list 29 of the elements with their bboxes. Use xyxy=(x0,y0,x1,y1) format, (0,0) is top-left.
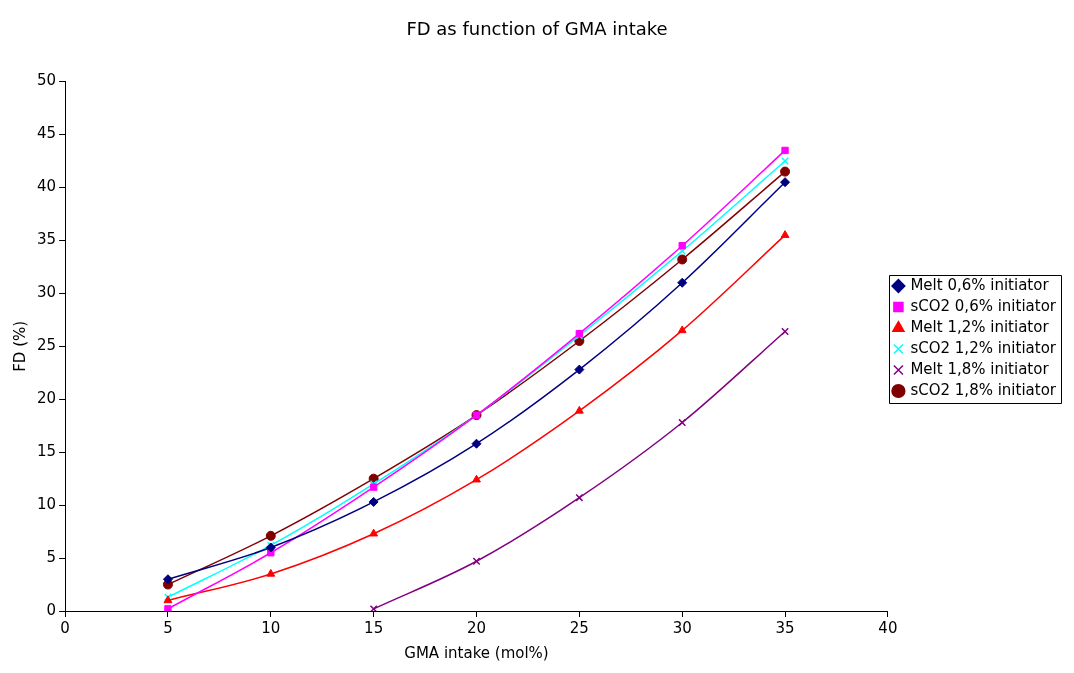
y-tick-label: 15 xyxy=(36,442,57,461)
chart-title: FD as function of GMA intake xyxy=(406,18,668,40)
x-tick-label: 25 xyxy=(569,618,589,637)
y-tick-label: 40 xyxy=(36,177,57,196)
legend-label: sCO2 0,6% initiator xyxy=(910,296,1057,315)
x-tick-label: 40 xyxy=(878,618,898,637)
legend-label: Melt 1,8% initiator xyxy=(910,359,1050,378)
x-tick-label: 10 xyxy=(261,618,281,637)
x-axis-title: GMA intake (mol%) xyxy=(404,643,549,662)
legend-label: Melt 0,6% initiator xyxy=(910,275,1050,294)
y-tick-label: 35 xyxy=(36,230,57,249)
x-tick-label: 35 xyxy=(775,618,795,637)
y-tick-label: 10 xyxy=(36,495,57,514)
x-tick-label: 15 xyxy=(364,618,384,637)
y-tick-label: 20 xyxy=(36,389,57,408)
legend-label: Melt 1,2% initiator xyxy=(910,317,1050,336)
y-axis-title: FD (%) xyxy=(10,320,29,372)
y-tick-label: 5 xyxy=(46,547,57,566)
x-tick-label: 30 xyxy=(672,618,692,637)
legend-label: sCO2 1,2% initiator xyxy=(910,338,1057,357)
y-tick-label: 30 xyxy=(36,283,57,302)
y-tick-label: 45 xyxy=(36,124,57,143)
y-tick-label: 0 xyxy=(46,600,57,619)
y-tick-label: 50 xyxy=(36,71,57,90)
x-tick-label: 5 xyxy=(163,618,173,637)
x-tick-label: 0 xyxy=(60,618,70,637)
legend-label: sCO2 1,8% initiator xyxy=(910,380,1057,399)
y-tick-label: 25 xyxy=(36,336,57,355)
x-tick-label: 20 xyxy=(466,618,487,637)
